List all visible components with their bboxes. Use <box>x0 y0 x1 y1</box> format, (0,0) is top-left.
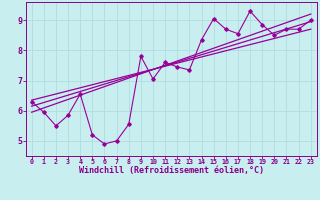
X-axis label: Windchill (Refroidissement éolien,°C): Windchill (Refroidissement éolien,°C) <box>79 166 264 175</box>
